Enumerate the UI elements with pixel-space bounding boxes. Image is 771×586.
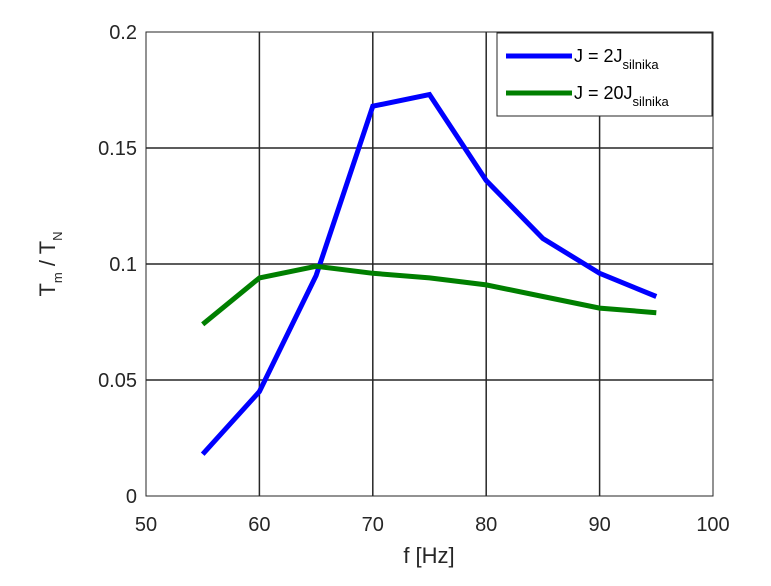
y-tick-labels: 0 0.05 0.1 0.15 0.2: [98, 22, 137, 508]
plot-frame: [145, 31, 714, 497]
legend-label-series-2: J = 20Jsilnika: [574, 83, 669, 109]
series-line-2: [201, 263, 657, 327]
y-axis-label-sub2: N: [50, 231, 65, 240]
legend-box: [496, 32, 713, 117]
y-tick-label: 0.1: [109, 254, 137, 276]
series-line-1: [200, 91, 658, 456]
x-tick-label: 100: [696, 514, 729, 536]
y-tick-label: 0.05: [98, 370, 137, 392]
series-layer: [200, 91, 658, 456]
y-axis-label-main: T: [35, 283, 60, 296]
x-axis-label: f [Hz]: [403, 543, 454, 568]
legend: J = 2Jsilnika J = 20Jsilnika: [496, 32, 713, 117]
y-tick-label: 0.2: [109, 22, 137, 44]
y-tick-label: 0.15: [98, 138, 137, 160]
x-tick-label: 60: [248, 514, 270, 536]
legend-label-series-1-main: J = 2J: [574, 46, 623, 66]
y-axis-label: Tm / TN: [35, 231, 65, 296]
x-tick-labels: 50 60 70 80 90 100: [135, 514, 730, 536]
x-tick-label: 70: [362, 514, 384, 536]
y-axis-label-sep: / T: [35, 241, 60, 272]
legend-label-series-2-sub: silnika: [633, 94, 670, 109]
x-tick-label: 90: [588, 514, 610, 536]
legend-label-series-1-sub: silnika: [623, 57, 660, 72]
x-tick-label: 50: [135, 514, 157, 536]
y-axis-label-sub1: m: [50, 272, 65, 283]
legend-label-series-1: J = 2Jsilnika: [574, 46, 659, 72]
legend-label-series-2-main: J = 20J: [574, 83, 633, 103]
y-tick-label: 0: [126, 486, 137, 508]
x-tick-label: 80: [475, 514, 497, 536]
